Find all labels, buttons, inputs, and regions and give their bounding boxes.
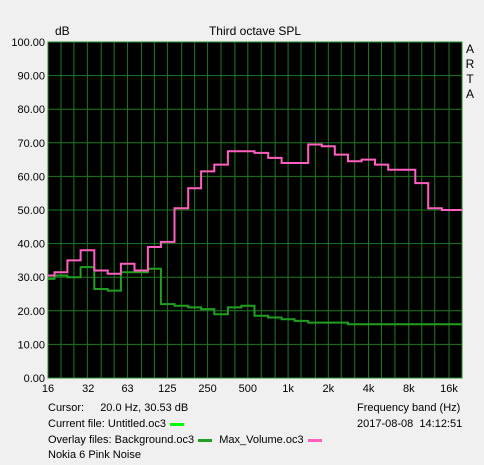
date: 2017-08-08 [357,418,414,430]
x-tick-label: 125 [158,383,176,395]
grid [47,41,463,379]
spl-chart: 0.00 10.00 20.00 30.00 40.00 50.00 60.00 70.00 8… [11,24,475,395]
y-axis-label: dB [55,24,70,38]
brand-letter: A [466,42,474,56]
brand-letter: R [466,57,475,71]
cursor-readout: Cursor: 20.0 Hz, 30.53 dB [48,402,188,414]
x-tick-label: 500 [239,383,257,395]
current-file: Current file: Untitled.oc3 [48,418,188,430]
current-file-label: Current file: Untitled.oc3 [48,418,166,430]
x-tick-label: 32 [82,383,94,395]
timestamp: 2017-08-08 14:12:51 [357,418,462,430]
x-tick-label: 63 [121,383,133,395]
chart-title: Third octave SPL [209,24,301,38]
x-tick-label: 16 [42,383,54,395]
axis-layer: 0.00 10.00 20.00 30.00 40.00 50.00 60.00 70.00 8… [11,37,458,395]
series-layer [48,143,462,326]
y-tick-label: 40.00 [17,239,45,251]
x-tick-label: 1k [282,383,294,395]
x-axis-label: Frequency band (Hz) [357,402,461,414]
cursor-value: 20.0 Hz, 30.53 dB [100,402,189,414]
x-tick-label: 16k [440,383,458,395]
cursor-label: Cursor: [48,402,85,414]
series-line-max_volume-oc3 [48,143,462,277]
brand-letter: A [466,87,474,101]
overlay-label: Overlay files: Background.oc3 [48,434,195,446]
overlay-second: Max_Volume.oc3 [219,434,304,446]
overlay-swatch-background [198,438,213,442]
x-tick-label: 2k [323,383,335,395]
y-tick-label: 60.00 [17,171,45,183]
x-tick-label: 250 [198,383,216,395]
y-tick-label: 10.00 [17,339,45,351]
x-tick-label: 4k [363,383,375,395]
series-line-background-oc3 [48,266,462,326]
y-tick-label: 0.00 [24,373,45,385]
y-tick-label: 70.00 [17,138,45,150]
y-tick-label: 20.00 [17,306,45,318]
y-tick-label: 90.00 [17,71,45,83]
time: 14:12:51 [419,418,463,430]
y-tick-label: 50.00 [17,205,45,217]
x-tick-label: 8k [403,383,415,395]
brand-letter: T [466,72,474,86]
overlay-swatch-max-volume [307,438,322,442]
y-tick-label: 100.00 [11,37,45,49]
note: Nokia 6 Pink Noise [48,449,141,461]
overlay-files: Overlay files: Background.oc3 Max_Volume… [48,434,326,446]
current-file-swatch [170,422,184,426]
y-tick-label: 80.00 [17,104,45,116]
y-tick-label: 30.00 [17,272,45,284]
